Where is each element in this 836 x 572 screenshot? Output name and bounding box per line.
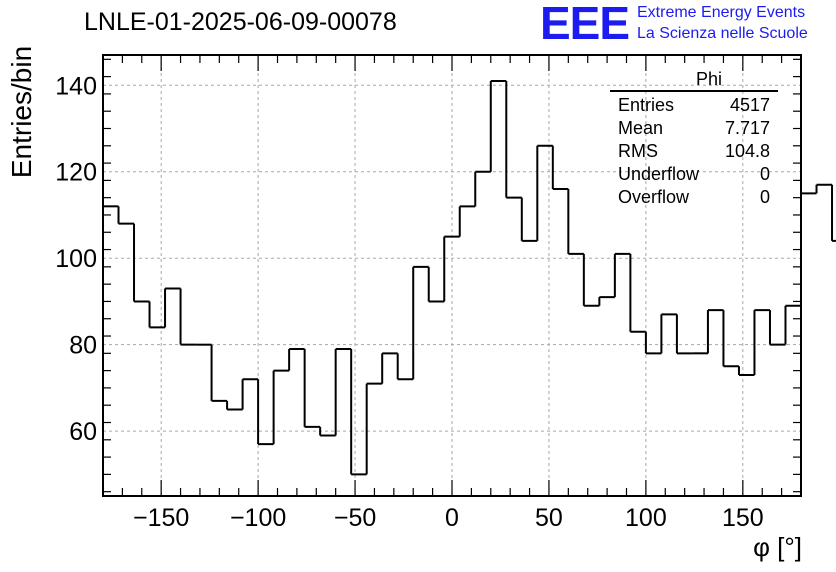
histogram-bin	[598, 296, 615, 306]
histogram-bin	[226, 400, 243, 411]
histogram-bin	[505, 80, 522, 199]
stats-row-entries: Entries 4517	[610, 94, 778, 117]
stats-value: 104.8	[724, 141, 770, 161]
y-tick-label: 100	[55, 245, 97, 273]
histogram-bin	[784, 304, 801, 345]
histogram-bin	[179, 288, 197, 346]
stats-value: 0	[759, 187, 770, 207]
y-tick-label: 120	[55, 159, 97, 187]
histogram-bin	[675, 314, 693, 355]
stats-label: RMS	[618, 141, 658, 161]
stats-row-rms: RMS 104.8	[610, 140, 778, 163]
histogram-bin	[815, 183, 833, 194]
eee-logo-line1: Extreme Energy Events	[637, 4, 806, 21]
histogram-bin	[117, 206, 135, 225]
histogram-bin	[443, 235, 460, 302]
histogram-bin	[272, 369, 290, 445]
histogram-bin	[706, 309, 724, 354]
chart-title: LNLE-01-2025-06-09-00078	[84, 8, 397, 36]
histogram-bin	[288, 348, 305, 371]
histogram-bin	[567, 189, 584, 255]
histogram-bin	[613, 252, 631, 298]
histogram-bin	[241, 378, 259, 410]
x-tick-label: 100	[625, 504, 667, 532]
y-axis-label: Entries/bin	[6, 45, 37, 179]
histogram-bin	[536, 144, 553, 241]
histogram-bin	[303, 349, 321, 428]
histogram-bin	[660, 313, 677, 354]
histogram-bin	[520, 197, 538, 242]
histogram-bin	[753, 309, 770, 375]
histogram-bin	[489, 79, 507, 172]
x-tick-label: 0	[445, 504, 459, 532]
histogram-bin	[210, 344, 228, 402]
eee-logo-line2: La Scienza nelle Scuole	[637, 25, 808, 42]
histogram-bin	[427, 266, 445, 303]
histogram-bin	[768, 310, 786, 346]
stats-title: Phi	[695, 69, 722, 89]
histogram-bin	[644, 331, 662, 355]
stats-divider	[610, 90, 778, 92]
histogram-bin	[831, 184, 836, 242]
stats-value: 7.717	[724, 118, 770, 138]
stats-label: Mean	[618, 118, 664, 138]
stats-row-underflow: Underflow 0	[610, 163, 778, 186]
histogram-bin	[551, 145, 569, 191]
histogram-bin	[133, 223, 150, 303]
x-tick-label: 150	[722, 504, 764, 532]
stats-value: 4517	[729, 95, 770, 115]
x-tick-label: −150	[133, 504, 189, 532]
stats-row-overflow: Overflow 0	[610, 186, 778, 209]
stats-row-mean: Mean 7.717	[610, 117, 778, 140]
histogram-bin	[737, 366, 755, 376]
eee-logo: EEE	[540, 0, 630, 49]
histogram-bin	[412, 265, 429, 380]
stats-box: Phi Entries 4517 Mean 7.717 RMS 104.8 Un…	[610, 68, 778, 209]
histogram-bin	[148, 301, 166, 329]
histogram-bin	[334, 348, 352, 436]
histogram-bin	[350, 349, 367, 476]
x-axis-label: φ [°]	[753, 532, 802, 562]
x-tick-label: −50	[334, 504, 376, 532]
histogram-bin	[474, 170, 491, 207]
histogram-bin	[800, 192, 817, 306]
histogram-bin	[319, 426, 336, 437]
stats-label: Overflow	[618, 187, 690, 207]
histogram-bin	[164, 287, 181, 328]
x-tick-label: −100	[230, 504, 286, 532]
histogram-bin	[381, 352, 398, 384]
x-tick-label: 50	[535, 504, 563, 532]
stats-value: 0	[759, 164, 770, 184]
histogram-bin	[582, 253, 600, 307]
histogram-bin	[365, 382, 383, 475]
y-tick-label: 80	[69, 332, 97, 360]
histogram-bin	[257, 379, 274, 446]
histogram-bin	[629, 253, 646, 333]
stats-label: Underflow	[618, 164, 700, 184]
stats-label: Entries	[618, 95, 675, 115]
y-tick-label: 60	[69, 418, 97, 446]
y-tick-label: 140	[55, 72, 97, 100]
histogram-bin	[396, 353, 414, 381]
histogram-bin	[458, 205, 476, 237]
histogram-bin	[722, 310, 739, 368]
